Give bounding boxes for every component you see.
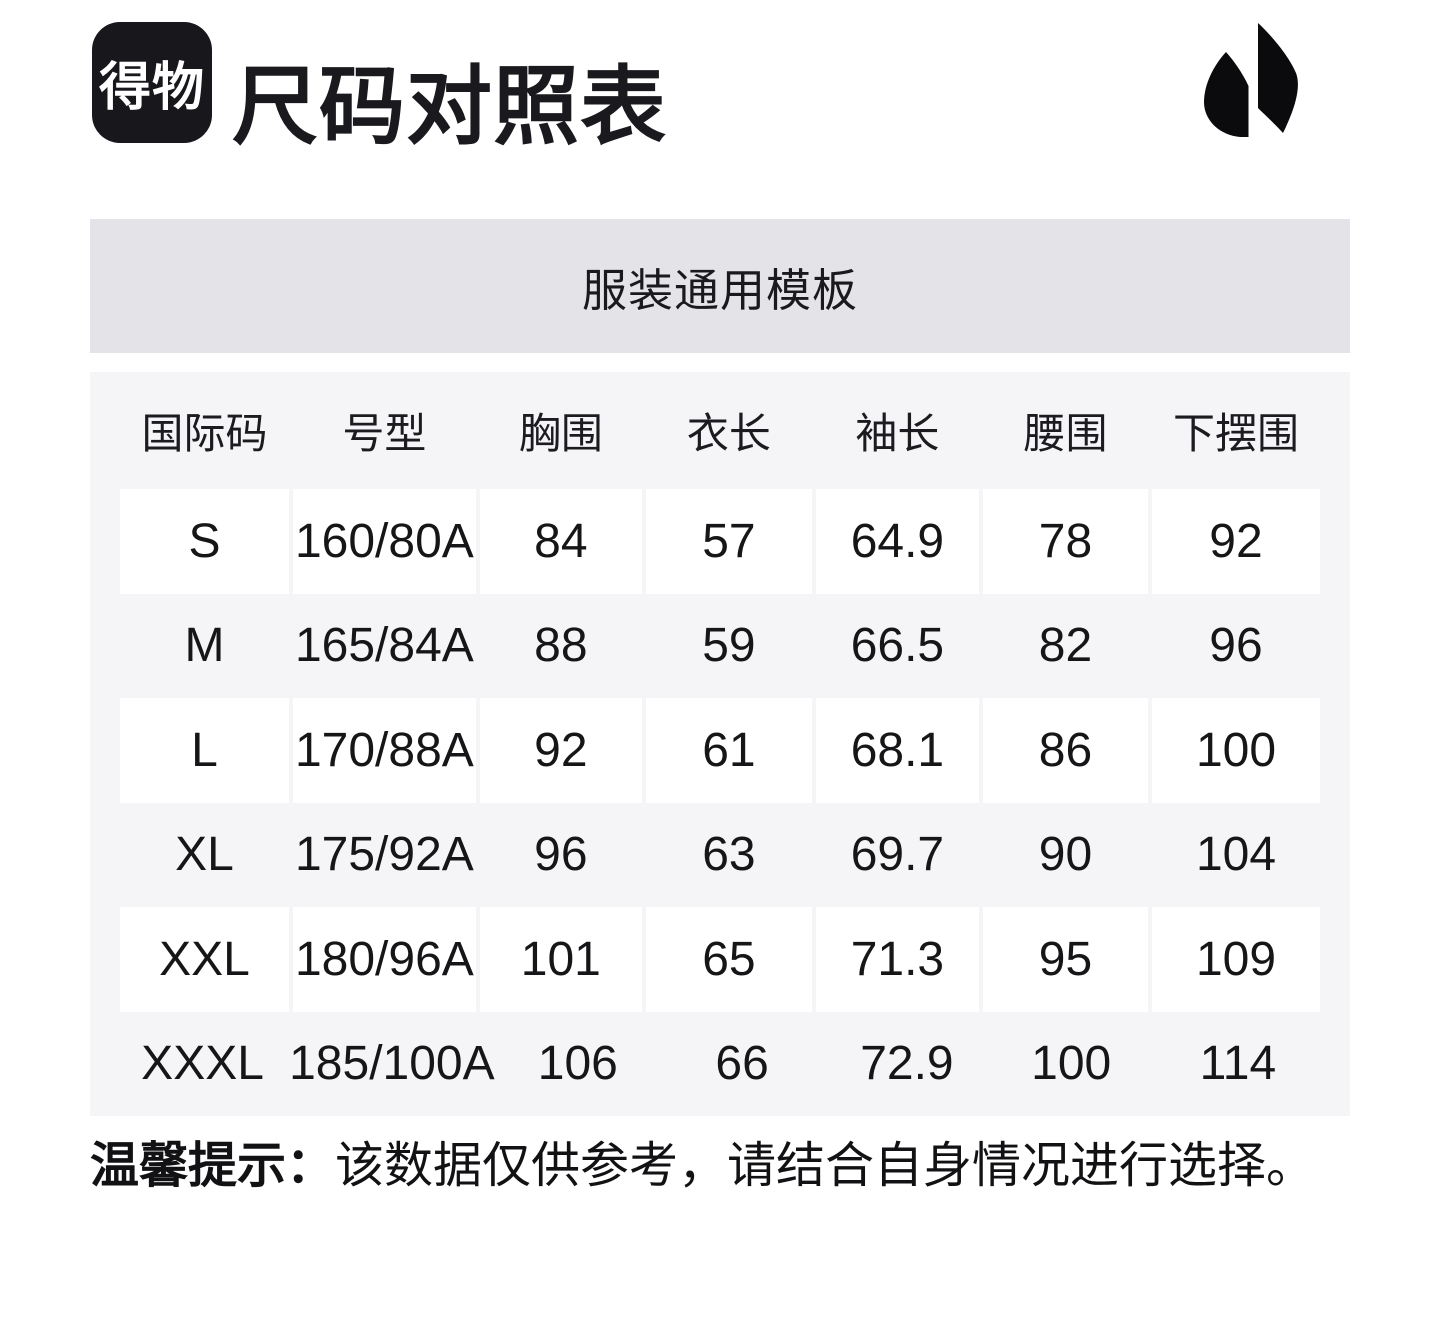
cell-length: 65 <box>645 907 812 1012</box>
cell-chest: 84 <box>479 489 642 594</box>
cell-sleeve: 68.1 <box>815 698 979 803</box>
cell-chest: 88 <box>534 619 588 673</box>
column-header-length: 衣长 <box>686 410 771 457</box>
cell-waist: 100 <box>1031 1037 1112 1091</box>
cell-waist: 78 <box>982 489 1148 594</box>
footer-note: 温馨提示：该数据仅供参考，请结合自身情况进行选择。 <box>90 1138 1350 1194</box>
column-header-chest: 胸围 <box>518 410 603 457</box>
cell-waist: 86 <box>982 698 1148 803</box>
cell-length: 57 <box>645 489 812 594</box>
cell-length: 61 <box>645 698 812 803</box>
cell-chest: 106 <box>537 1037 618 1091</box>
cell-size: L <box>120 698 289 803</box>
cell-length: 59 <box>702 619 756 673</box>
cell-size: XXL <box>120 907 289 1012</box>
note-label: 温馨提示： <box>90 1139 336 1193</box>
cell-waist: 82 <box>1038 619 1093 673</box>
dewu-logo-text: 得物 <box>98 59 205 117</box>
table-header-row: 国际码 号型 胸围 衣长 袖长 腰围 下摆围 <box>120 372 1320 489</box>
template-banner-label: 服装通用模板 <box>581 264 858 316</box>
table-row-s: S 160/80A 84 57 64.9 78 92 <box>120 489 1320 594</box>
cell-sleeve: 64.9 <box>815 489 979 594</box>
cell-type: 175/92A <box>294 828 474 882</box>
cell-hem: 104 <box>1195 828 1277 882</box>
column-header-waist: 腰围 <box>1023 410 1108 457</box>
cell-hem: 114 <box>1199 1037 1277 1091</box>
dewu-brand-icon <box>1204 23 1298 137</box>
cell-chest: 96 <box>534 828 588 882</box>
cell-type: 170/88A <box>292 698 476 803</box>
table-row-xxl: XXL 180/96A 101 65 71.3 95 109 <box>120 907 1320 1012</box>
cell-size: S <box>120 489 289 594</box>
cell-chest: 92 <box>479 698 642 803</box>
cell-waist: 95 <box>982 907 1148 1012</box>
cell-type: 160/80A <box>292 489 476 594</box>
cell-hem: 109 <box>1152 907 1320 1012</box>
cell-length: 66 <box>715 1037 769 1091</box>
cell-hem: 92 <box>1152 489 1320 594</box>
cell-type: 165/84A <box>294 619 474 673</box>
template-banner: 服装通用模板 <box>90 219 1350 353</box>
cell-sleeve: 66.5 <box>850 619 945 673</box>
table-row-xxxl: XXXL 185/100A 106 66 72.9 100 114 <box>120 1012 1320 1117</box>
cell-sleeve: 71.3 <box>815 907 979 1012</box>
note-text: 该数据仅供参考，请结合自身情况进行选择。 <box>335 1139 1316 1193</box>
cell-length: 63 <box>702 828 756 882</box>
cell-hem: 100 <box>1152 698 1320 803</box>
cell-hem: 96 <box>1209 619 1263 673</box>
cell-size: M <box>184 619 225 673</box>
cell-size: XL <box>175 828 234 882</box>
cell-size: XXXL <box>141 1037 264 1091</box>
cell-type: 185/100A <box>289 1037 495 1091</box>
cell-sleeve: 69.7 <box>850 828 945 882</box>
cell-chest: 101 <box>479 907 642 1012</box>
column-header-type: 号型 <box>342 410 427 457</box>
cell-waist: 90 <box>1038 828 1093 882</box>
table-row-xl: XL 175/92A 96 63 69.7 90 104 <box>120 803 1320 908</box>
size-table: 国际码 号型 胸围 衣长 袖长 腰围 下摆围 S 160/80A 84 57 6… <box>90 372 1350 1116</box>
table-row-l: L 170/88A 92 61 68.1 86 100 <box>120 698 1320 803</box>
column-header-hem: 下摆围 <box>1172 410 1299 457</box>
cell-sleeve: 72.9 <box>860 1037 954 1091</box>
column-header-intl-size: 国际码 <box>141 410 268 457</box>
column-header-sleeve: 袖长 <box>855 410 940 457</box>
table-row-m: M 165/84A 88 59 66.5 82 96 <box>120 594 1320 699</box>
page-title: 尺码对照表 <box>232 59 667 155</box>
dewu-app-logo: 得物 <box>92 22 212 143</box>
cell-type: 180/96A <box>292 907 476 1012</box>
